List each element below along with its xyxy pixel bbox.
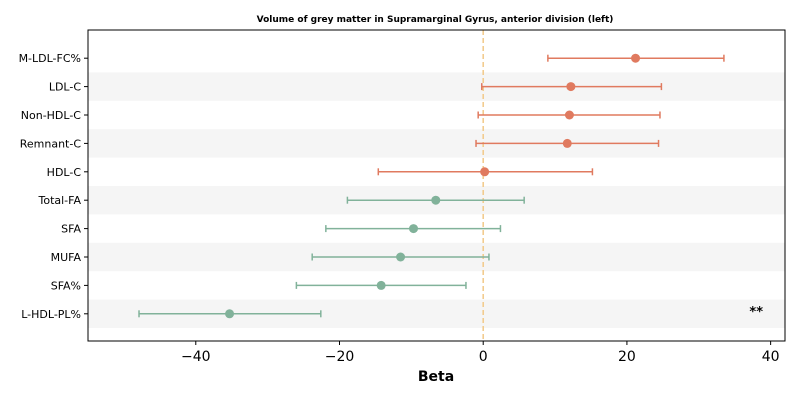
ytick-label-ldl-c: LDL-C <box>49 81 82 94</box>
row-band-ldl-c <box>88 72 785 101</box>
ytick-label-sfa: SFA <box>61 223 81 236</box>
chart-title: Volume of grey matter in Supramarginal G… <box>257 15 614 25</box>
data-rows: ** <box>138 53 763 320</box>
ytick-label-sfa-pct: SFA% <box>51 279 81 292</box>
point-sfa <box>409 224 419 234</box>
point-non-hdl-c <box>564 110 574 120</box>
point-l-hdl-pl-pct <box>225 309 235 319</box>
row-sfa-pct <box>295 280 467 290</box>
point-hdl-c <box>480 167 490 177</box>
row-non-hdl-c <box>477 110 661 120</box>
point-sfa-pct <box>376 280 386 290</box>
plot-frame <box>87 29 786 342</box>
x-axis-label: Beta <box>418 369 454 385</box>
row-m-ldl-fc-pct <box>547 53 725 63</box>
ytick-label-non-hdl-c: Non-HDL-C <box>21 109 82 122</box>
y-axis: M-LDL-FC% LDL-C Non-HDL-C Remnant-C HDL-C Tot… <box>19 52 88 321</box>
ytick-label-total-fa: Total-FA <box>37 194 81 207</box>
row-remnant-c <box>475 138 660 148</box>
xtick-label-20: 20 <box>618 349 636 365</box>
point-total-fa <box>431 195 441 205</box>
row-hdl-c <box>377 167 594 177</box>
xtick-label-0: 0 <box>479 349 488 365</box>
ytick-label-mufa: MUFA <box>51 251 82 264</box>
ytick-label-m-ldl-fc-pct: M-LDL-FC% <box>19 52 81 65</box>
x-axis: −40 −20 0 20 40 <box>181 341 780 365</box>
xtick-label--40: −40 <box>181 349 211 365</box>
point-m-ldl-fc-pct <box>631 53 641 63</box>
row-sfa <box>325 224 502 234</box>
ytick-label-l-hdl-pl-pct: L-HDL-PL% <box>21 308 81 321</box>
ytick-label-remnant-c: Remnant-C <box>20 137 82 150</box>
xtick-label--20: −20 <box>325 349 355 365</box>
ytick-label-hdl-c: HDL-C <box>47 166 82 179</box>
point-remnant-c <box>562 138 572 148</box>
significance-marker-l-hdl-pl-pct: ** <box>749 305 763 320</box>
row-l-hdl-pl-pct <box>138 309 322 319</box>
point-ldl-c <box>566 82 576 92</box>
point-mufa <box>396 252 406 262</box>
row-band-remnant-c <box>88 129 785 158</box>
row-mufa <box>311 252 490 262</box>
row-total-fa <box>346 195 525 205</box>
row-ldl-c <box>481 82 663 92</box>
xtick-label-40: 40 <box>762 349 780 365</box>
